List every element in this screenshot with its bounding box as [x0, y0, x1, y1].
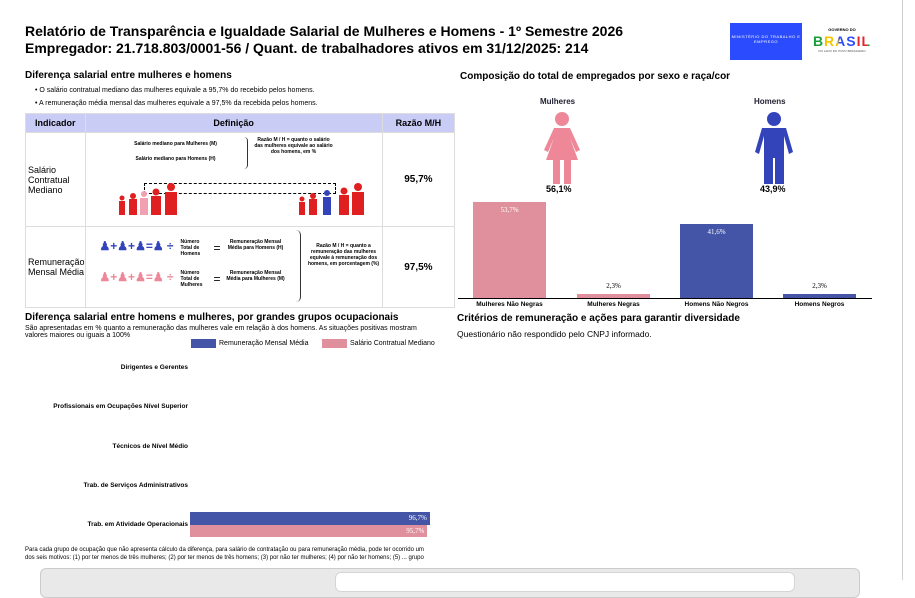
indicator-name: Remuneração Mensal Média [25, 226, 86, 308]
legend-swatch-median [322, 339, 347, 348]
employer-info: Empregador: 21.718.803/0001-56 / Quant. … [25, 40, 589, 56]
x-axis-line [458, 298, 872, 299]
bullet-2: • A remuneração média mensal das mulhere… [35, 100, 318, 107]
ratio-mean: 97,5% [381, 226, 456, 308]
composition-category-label: Mulheres Negras [587, 301, 640, 308]
composition-category-label: Homens Não Negros [684, 301, 749, 308]
men-percent: 43,9% [760, 184, 786, 194]
occupation-label: Trab. em Atividade Operacionais [87, 521, 188, 528]
legend-median: Salário Contratual Mediano [350, 340, 435, 347]
col-definicao: Definição [84, 113, 383, 133]
occupation-bar [190, 524, 428, 537]
composition-bar-label: 2,3% [606, 281, 621, 290]
composition-bar [473, 202, 546, 298]
occupation-bar-label: 95,7% [406, 526, 425, 535]
occupation-label: Trab. de Serviços Administrativos [83, 482, 188, 489]
ministry-logo: MINISTÉRIO DO TRABALHO E EMPREGO [730, 23, 802, 60]
women-label: Mulheres [540, 97, 576, 106]
table-row: Salário Contratual Mediano Salário media… [25, 132, 456, 227]
col-razao: Razão M/H [381, 113, 456, 133]
criteria-text: Questionário não respondido pelo CNPJ in… [457, 329, 652, 339]
median-highlight [143, 183, 336, 194]
occupational-subtitle: São apresentadas em % quanto a remuneraç… [25, 325, 417, 339]
indicator-name: Salário Contratual Mediano [25, 132, 86, 227]
indicator-table: Indicador Definição Razão M/H Salário Cont… [25, 113, 456, 308]
composition-title: Composição do total de empregados por se… [460, 71, 731, 82]
woman-icon [544, 112, 580, 184]
women-group-icon [118, 183, 177, 215]
women-percent: 56,1% [546, 184, 572, 194]
scrollbar-track[interactable] [902, 0, 903, 580]
table-row: Remuneração Mensal Média ♟+♟+♟=♟ ÷ Númer… [25, 226, 456, 308]
definition-median: Salário mediano para Mulheres (M) Salári… [84, 132, 383, 227]
occupation-bar [190, 512, 430, 525]
legend-mean: Remuneração Mensal Média [219, 340, 309, 347]
composition-category-label: Mulheres Não Negras [476, 301, 543, 308]
report-title: Relatório de Transparência e Igualdade S… [25, 23, 624, 39]
men-group-icon [298, 183, 364, 215]
occupation-label: Dirigentes e Gerentes [120, 364, 188, 371]
occupation-bar-label: 96,7% [408, 514, 427, 522]
occupation-label: Técnicos de Nível Médio [112, 443, 189, 450]
popup-input[interactable] [335, 572, 795, 592]
composition-bar [680, 223, 753, 298]
composition-bar [577, 293, 650, 298]
composition-bar-label: 2,3% [812, 281, 827, 290]
composition-bar [783, 293, 856, 298]
col-indicador: Indicador [25, 113, 86, 133]
ratio-median: 95,7% [381, 132, 456, 227]
men-label: Homens [754, 97, 786, 106]
man-icon [755, 112, 793, 184]
composition-bar-label: 53,7% [500, 206, 519, 214]
composition-bar-label: 41,6% [707, 227, 726, 236]
legend-swatch-mean [191, 339, 216, 348]
occupational-footnote: Para cada grupo de ocupação que não apre… [25, 547, 424, 561]
women-sum-icon: ♟+♟+♟=♟ ÷ [99, 270, 174, 284]
criteria-title: Critérios de remuneração e ações para ga… [457, 313, 740, 324]
brace [244, 137, 248, 169]
composition-category-label: Homens Negros [794, 301, 845, 308]
brace [296, 230, 301, 302]
gov-brasil-logo: GOVERNO DO BRASIL DO LADO DO POVO BRASILEI… [806, 23, 878, 60]
men-sum-icon: ♟+♟+♟=♟ ÷ [99, 239, 174, 253]
bullet-1: • O salário contratual mediano das mulhe… [35, 87, 315, 94]
occupation-label: Profissionais em Ocupações Nível Superio… [53, 403, 188, 410]
salary-diff-title: Diferença salarial entre mulheres e home… [25, 70, 232, 81]
definition-mean: ♟+♟+♟=♟ ÷ Número Total de Homens = Remun… [84, 226, 383, 308]
occupational-title: Diferença salarial entre homens e mulher… [25, 312, 399, 323]
